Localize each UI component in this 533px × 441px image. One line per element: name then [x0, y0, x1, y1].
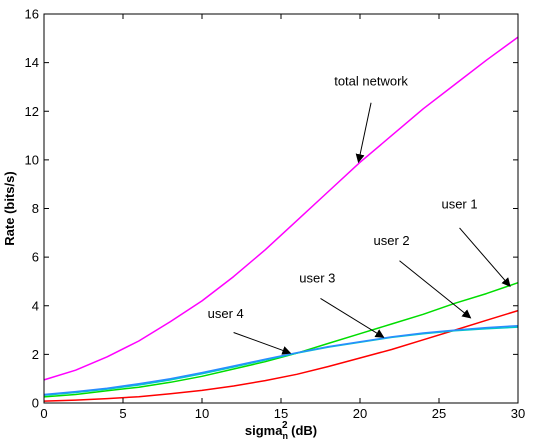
x-tick-label: 0 [40, 406, 47, 421]
series-line-u3 [43, 326, 519, 396]
x-axis-label-base: sigma [245, 423, 283, 438]
y-tick-label: 2 [32, 347, 39, 362]
annotation-arrow [459, 227, 511, 287]
annotation-label: user 4 [208, 306, 244, 321]
annotation-arrow [233, 332, 292, 355]
y-tick-label: 12 [25, 104, 39, 119]
y-tick-label: 10 [25, 152, 39, 167]
x-tick-label: 25 [432, 406, 446, 421]
x-tick-label: 15 [274, 406, 288, 421]
x-tick-label: 10 [195, 406, 209, 421]
x-axis-label-sup: 2 [282, 420, 288, 431]
plot-frame [43, 13, 519, 404]
x-axis-label-unit: (dB) [288, 423, 318, 438]
annotation-arrow [355, 102, 372, 164]
x-tick-label: 30 [511, 406, 525, 421]
annotation-arrow [399, 260, 472, 319]
annotation-label: user 3 [299, 271, 335, 286]
y-tick-label: 0 [32, 396, 39, 411]
x-axis-label: sigman2 (dB) [245, 420, 317, 441]
x-tick-label: 20 [353, 406, 367, 421]
series-line-total [43, 36, 519, 381]
annotation-label: user 1 [441, 197, 477, 212]
series-line-u4 [43, 324, 519, 396]
y-tick-label: 14 [25, 55, 39, 70]
annotation-arrow [320, 298, 385, 338]
x-axis-label-sub: n [282, 431, 288, 441]
y-tick-label: 8 [32, 201, 39, 216]
series-line-u1 [43, 281, 519, 398]
x-tick-label: 5 [119, 406, 126, 421]
y-tick-label: 4 [32, 298, 39, 313]
annotation-label: total network [334, 74, 408, 89]
annotation-label: user 2 [374, 233, 410, 248]
annotation-layer: total network user 1 user 2 user 3 user 4 [208, 74, 511, 355]
series-layer [43, 36, 519, 402]
y-axis-label: Rate (bits/s) [2, 171, 17, 245]
series-line-u2 [43, 309, 519, 402]
y-tick-label: 16 [25, 7, 39, 22]
y-tick-label: 6 [32, 250, 39, 265]
